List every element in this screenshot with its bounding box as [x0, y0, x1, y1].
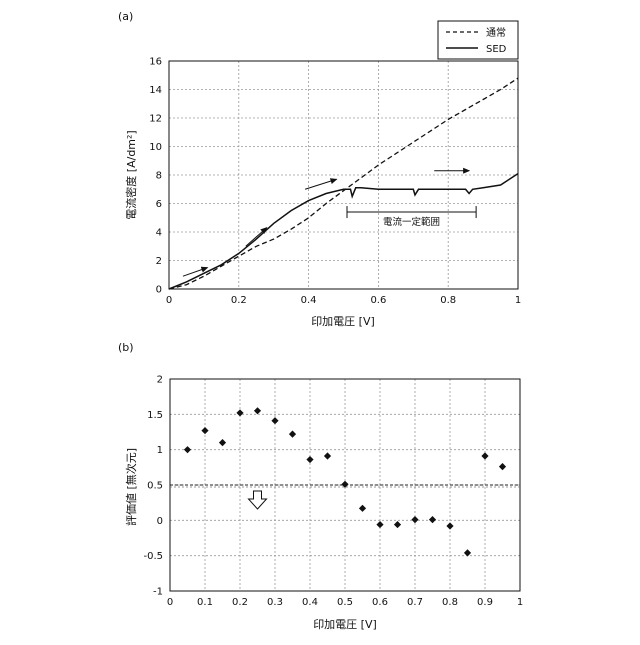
panel-b-x-axis-label: 印加電圧 [V]: [313, 618, 377, 631]
panel-a-legend: 通常 SED: [438, 21, 518, 59]
panel-b-y-tick-label: -0.5: [143, 551, 163, 562]
panel-a-label: (a): [118, 10, 133, 23]
panel-b-x-tick-label: 0.6: [372, 597, 388, 608]
panel-a-y-tick-label: 2: [156, 256, 162, 267]
range-label: 電流一定範囲: [383, 216, 440, 228]
scatter-point: [254, 407, 261, 414]
scatter-point: [236, 409, 243, 416]
scatter-point: [219, 439, 226, 446]
scatter-point: [411, 516, 418, 523]
panel-b-x-tick-label: 0.2: [232, 597, 248, 608]
panel-a-y-tick-label: 12: [149, 114, 162, 125]
panel-b-x-tick-label: 0.4: [302, 597, 318, 608]
panel-b-x-tick-label: 0: [167, 597, 173, 608]
panel-b-y-tick-label: 2: [157, 375, 163, 386]
panel-a-y-tick-label: 14: [149, 85, 162, 96]
panel-a-y-tick-label: 16: [149, 57, 162, 68]
panel-a-x-tick-label: 0: [166, 295, 172, 306]
panel-b-x-tick-label: 0.9: [477, 597, 493, 608]
panel-b-y-tick-label: 0.5: [147, 481, 163, 492]
panel-a-x-tick-label: 0.4: [301, 295, 317, 306]
panel-a-y-tick-label: 0: [156, 285, 162, 296]
panel-b-y-tick-label: -1: [153, 587, 163, 598]
panel-a-y-tick-label: 8: [156, 171, 162, 182]
panel-a-y-tick-label: 6: [156, 199, 162, 210]
scatter-point: [306, 456, 313, 463]
scatter-point: [271, 417, 278, 424]
scatter-point: [289, 431, 296, 438]
panel-b-y-tick-label: 1.5: [147, 410, 163, 421]
scatter-point: [184, 446, 191, 453]
scatter-point: [359, 505, 366, 512]
scatter-point: [499, 463, 506, 470]
panel-b-y-ticks: -1 -0.5 0 0.5 1 1.5 2: [143, 375, 163, 598]
panel-a-x-tick-label: 0.8: [440, 295, 456, 306]
scatter-point: [429, 516, 436, 523]
scatter-point: [394, 521, 401, 528]
panel-a-y-ticks: 0 2 4 6 8 10 12 14 16: [149, 57, 162, 296]
panel-a-grid: [169, 61, 518, 289]
panel-a-y-tick-label: 4: [156, 228, 162, 239]
scatter-point: [324, 452, 331, 459]
scatter-point: [481, 452, 488, 459]
scatter-point: [201, 427, 208, 434]
panel-b-y-tick-label: 0: [157, 516, 163, 527]
panel-b-label: (b): [118, 341, 134, 354]
panel-a-x-ticks: 0 0.2 0.4 0.6 0.8 1: [166, 295, 521, 306]
panel-b-x-tick-label: 1: [517, 597, 523, 608]
panel-a-x-tick-label: 0.2: [231, 295, 247, 306]
series-line-normal: [169, 78, 518, 289]
panel-a-x-tick-label: 0.6: [370, 295, 386, 306]
panel-a-x-axis-label: 印加電圧 [V]: [311, 315, 375, 328]
direction-arrow: [305, 179, 336, 189]
legend-label-sed: SED: [486, 44, 507, 55]
panel-b-x-tick-label: 0.8: [442, 597, 458, 608]
legend-label-normal: 通常: [486, 26, 506, 39]
panel-b-x-tick-label: 0.1: [197, 597, 213, 608]
direction-arrow: [183, 268, 207, 277]
panel-b-x-tick-label: 0.3: [267, 597, 283, 608]
panel-b-x-tick-label: 0.7: [407, 597, 423, 608]
panel-a-y-tick-label: 10: [149, 142, 162, 153]
panel-b-y-tick-label: 1: [157, 445, 163, 456]
panel-a-y-axis-label: 電流密度 [A/dm²]: [124, 130, 138, 219]
scatter-point: [446, 522, 453, 529]
panel-b-points: [184, 407, 506, 556]
panel-b-x-tick-label: 0.5: [337, 597, 353, 608]
panel-b-y-axis-label: 評価値 [無次元]: [124, 448, 138, 526]
panel-a-series: [169, 78, 518, 289]
down-arrow-icon: [249, 491, 267, 509]
scatter-point: [376, 521, 383, 528]
panel-a-x-tick-label: 1: [515, 295, 521, 306]
panel-b-x-ticks: 0 0.1 0.2 0.3 0.4 0.5 0.6 0.7 0.8 0.9 1: [167, 597, 523, 608]
